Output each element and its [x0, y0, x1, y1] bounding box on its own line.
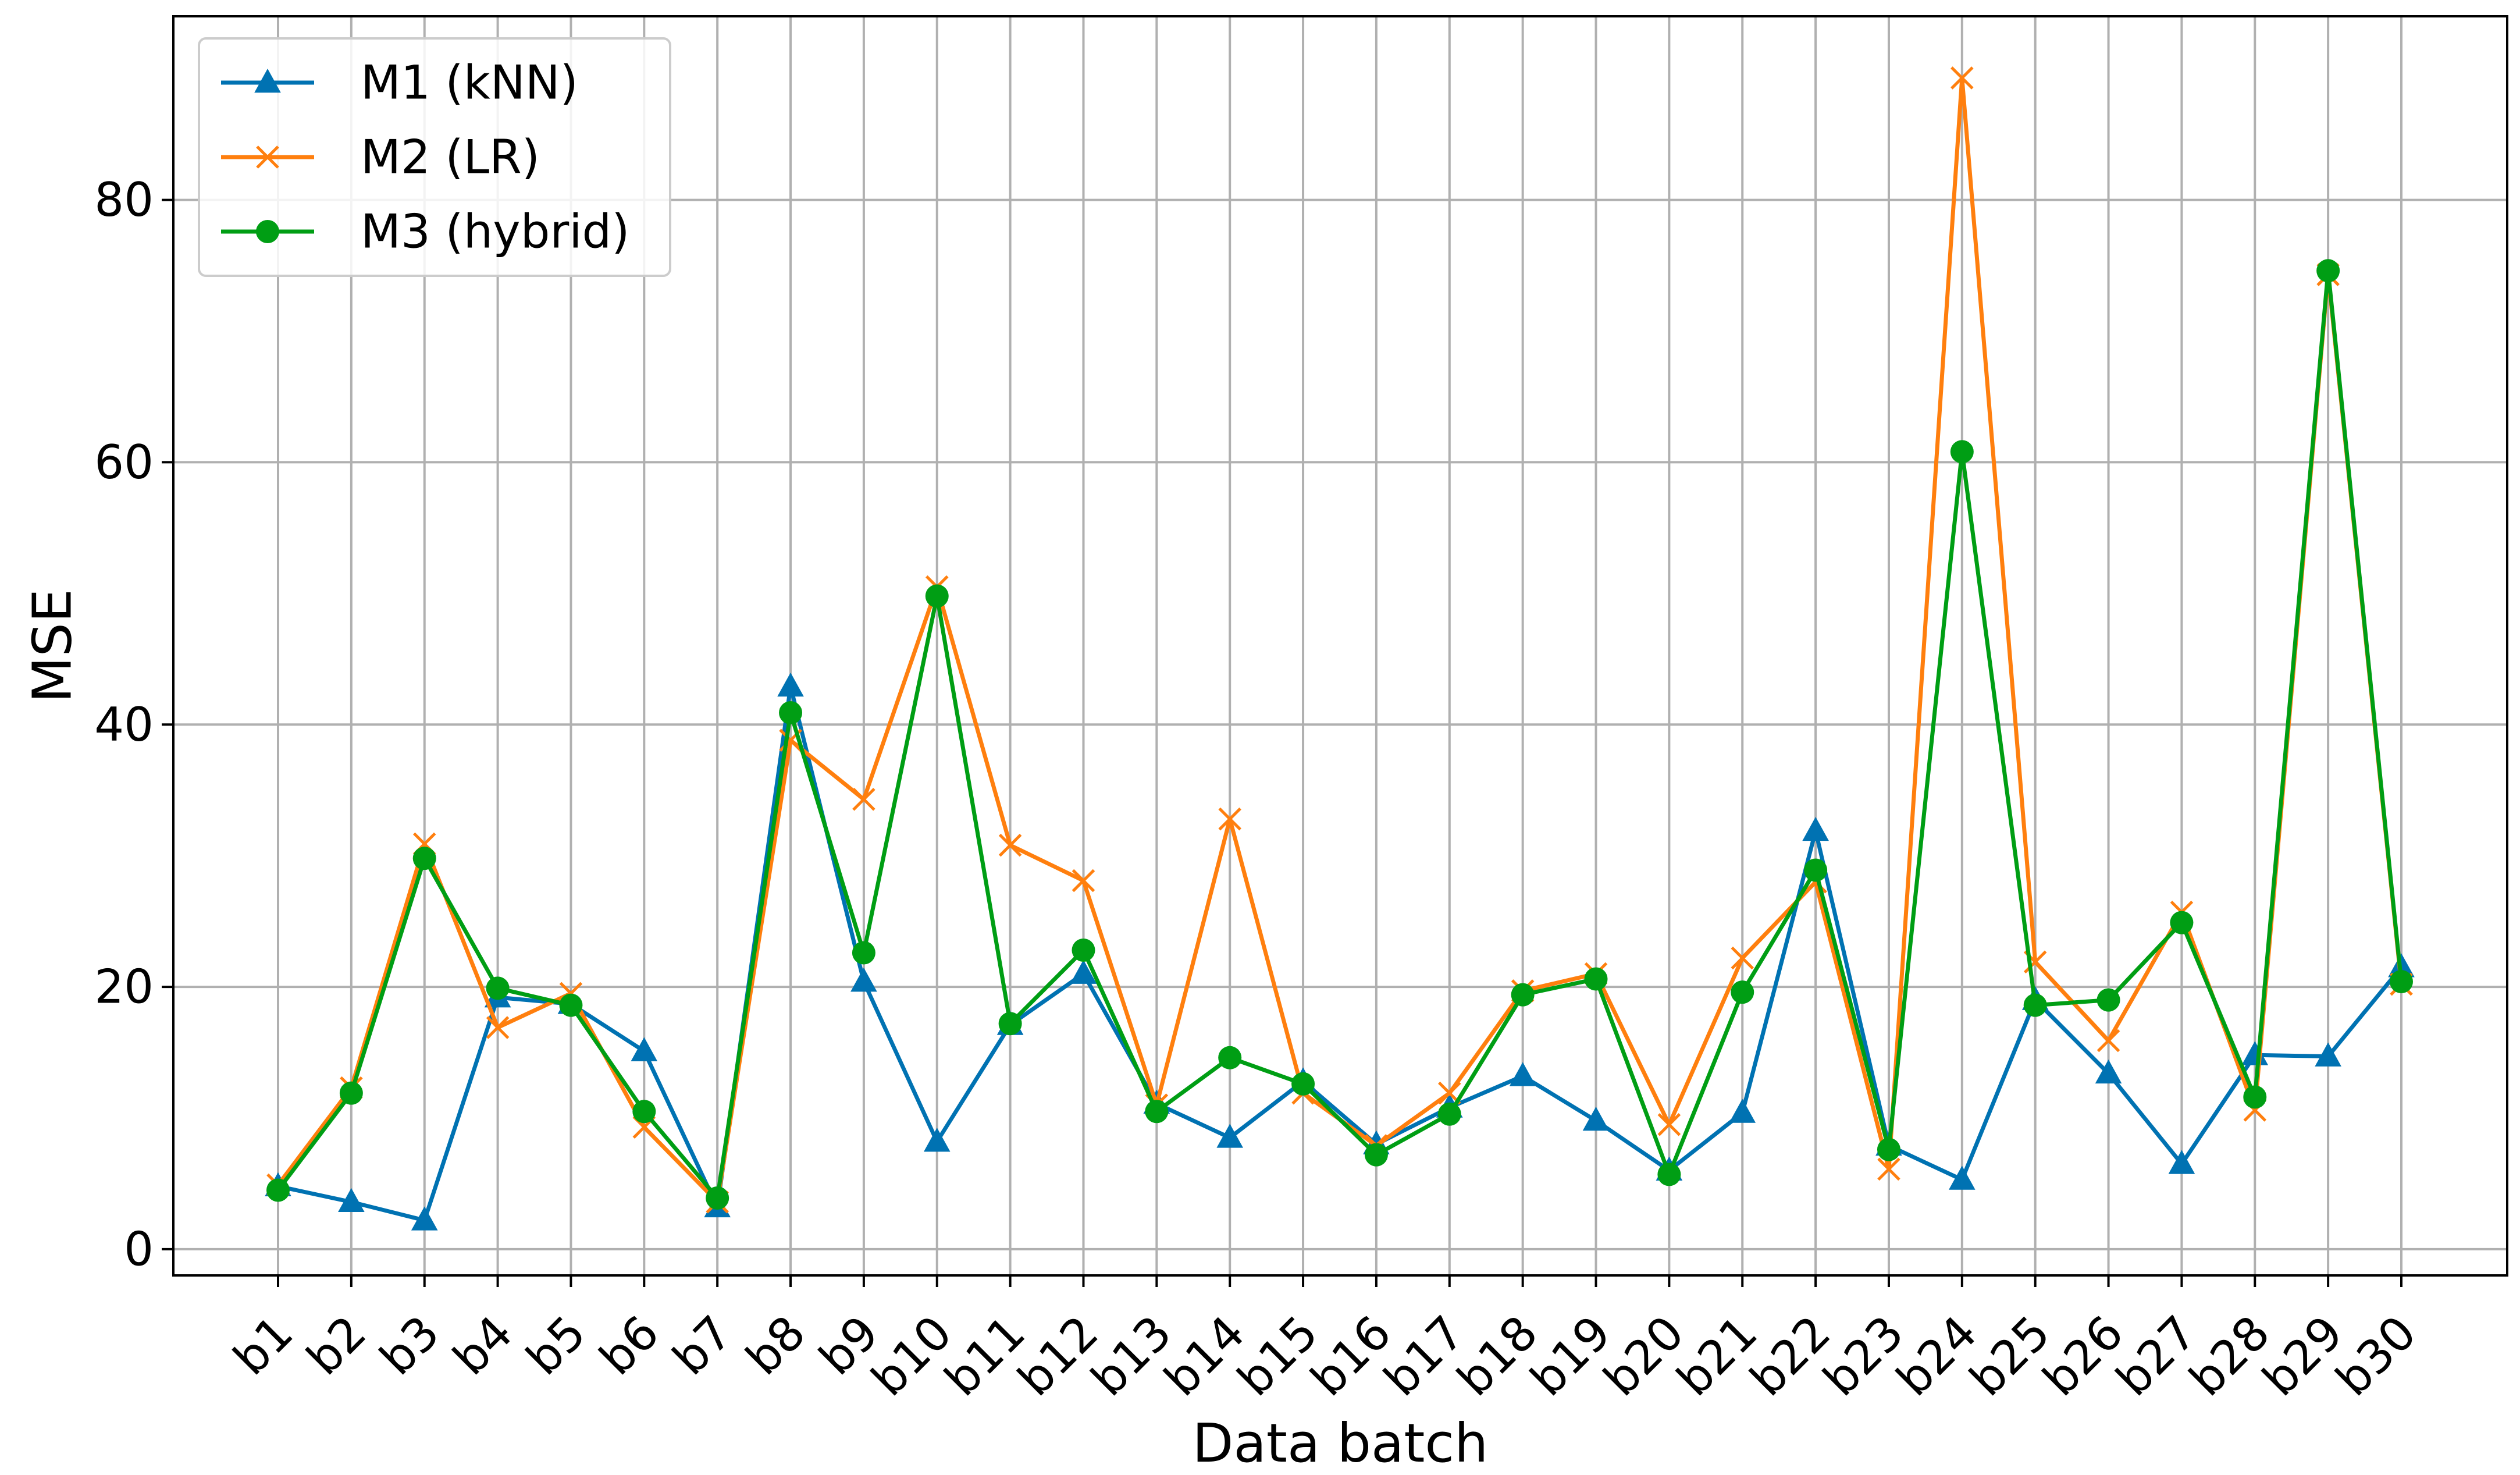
data-point [266, 1178, 290, 1202]
series-3 [266, 259, 2413, 1210]
data-point [1437, 1102, 1461, 1126]
y-axis-title: MSE [22, 589, 84, 703]
y-tick-label: 0 [124, 1222, 154, 1276]
series-line [276, 268, 2404, 1200]
data-point [1657, 1163, 1681, 1186]
data-point [852, 787, 875, 811]
data-point [339, 1081, 363, 1105]
series-line [277, 684, 2403, 1222]
data-point [1216, 1124, 1244, 1148]
y-tick-label: 40 [94, 698, 154, 752]
legend-label: M3 (hybrid) [361, 205, 630, 259]
legend-label: M1 (kNN) [361, 56, 578, 110]
data-point [2241, 1041, 2269, 1065]
data-point [1145, 1100, 1169, 1124]
data-point [1729, 1099, 1756, 1123]
data-point [777, 672, 804, 697]
legend-marker [256, 145, 279, 169]
data-point [925, 584, 949, 608]
data-point [1950, 440, 1974, 464]
data-point [2170, 911, 2194, 934]
legend-box [198, 37, 671, 277]
x-tick-label: b4 [443, 1306, 523, 1386]
data-point [2097, 988, 2120, 1012]
data-point [998, 1012, 1022, 1036]
data-point [2168, 1150, 2195, 1174]
data-point [1877, 1138, 1900, 1161]
data-point [1657, 1113, 1681, 1136]
data-point [1950, 66, 1974, 90]
data-point [1072, 869, 1095, 893]
data-point [338, 1188, 365, 1213]
data-point [1731, 980, 1754, 1004]
series-1 [265, 672, 2415, 1231]
y-tick-label: 80 [94, 173, 154, 227]
x-tick-label: b1 [223, 1306, 304, 1386]
data-point [1291, 1072, 1315, 1096]
y-tick-label: 60 [94, 435, 154, 489]
data-point [2315, 1042, 2341, 1067]
y-tick-label: 20 [94, 960, 154, 1014]
data-point [486, 976, 510, 1000]
data-point [1802, 816, 1829, 841]
x-tick-label: b3 [369, 1306, 450, 1386]
data-point [1218, 1046, 1242, 1069]
data-point [412, 847, 436, 870]
data-point [486, 1016, 510, 1039]
data-point [559, 993, 583, 1017]
data-point [1731, 946, 1754, 970]
data-point [631, 1037, 658, 1061]
data-point [2095, 1059, 2122, 1084]
data-point [1509, 1062, 1536, 1086]
data-point [2390, 970, 2413, 994]
data-point [2097, 1029, 2120, 1053]
data-point [2316, 259, 2340, 283]
data-point [2023, 993, 2047, 1017]
legend-marker [256, 220, 279, 243]
data-point [1364, 1143, 1388, 1167]
x-tick-label: b6 [589, 1306, 670, 1386]
data-point [850, 968, 877, 992]
legend-label: M2 (LR) [361, 130, 540, 184]
x-tick-label: b5 [516, 1306, 596, 1386]
x-tick-label: b30 [2326, 1306, 2427, 1407]
axis-ticks: b1b2b3b4b5b6b7b8b9b10b11b12b13b14b15b16b… [94, 173, 2426, 1406]
data-point [1877, 1157, 1900, 1181]
data-point [1511, 983, 1535, 1007]
data-point [1582, 1107, 1610, 1131]
data-point [852, 941, 875, 965]
x-tick-label: b2 [296, 1306, 376, 1386]
data-point [1072, 938, 1095, 962]
data-point [632, 1100, 656, 1124]
legend: M1 (kNN) M2 (LR) M3 (hybrid) [198, 37, 671, 277]
data-point [923, 1128, 951, 1152]
data-point [2243, 1085, 2267, 1109]
data-point [998, 833, 1022, 857]
data-point [1804, 858, 1828, 882]
data-point [1218, 807, 1241, 831]
data-point [1949, 1165, 1976, 1190]
x-tick-label: b8 [736, 1306, 816, 1386]
data-point [706, 1186, 729, 1210]
data-point [411, 1206, 438, 1231]
data-point [779, 701, 803, 724]
plot-area-frame [172, 15, 2508, 1277]
data-point [1584, 967, 1608, 991]
data-point [1070, 959, 1097, 984]
legend-marker [254, 69, 281, 93]
x-tick-label: b7 [663, 1306, 743, 1386]
x-axis-title: Data batch [1193, 1412, 1489, 1474]
series-layer [265, 66, 2415, 1231]
